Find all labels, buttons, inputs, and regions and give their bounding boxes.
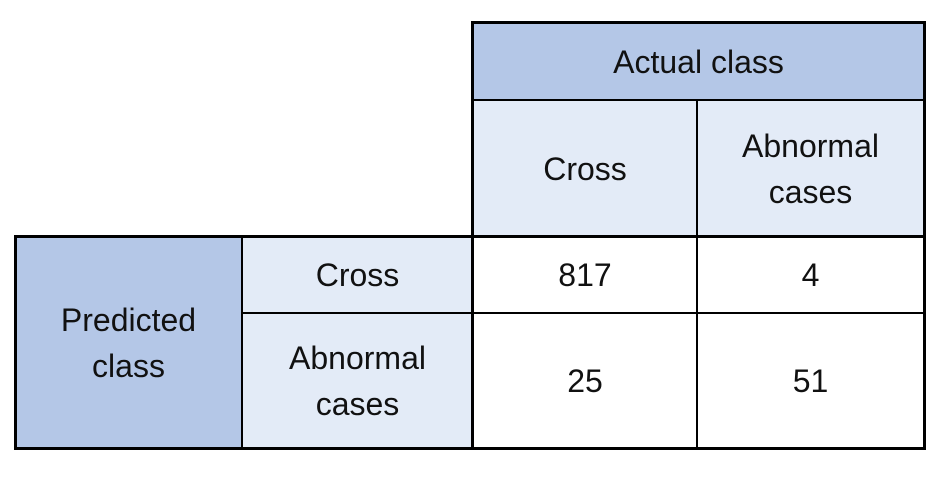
grid-line [471,99,926,101]
actual-col-abnormal: Abnormal cases [697,100,924,237]
grid-line [241,235,243,450]
value-cross-cross: 817 [473,237,697,313]
predicted-class-header: Predicted class [15,237,242,448]
grid-line [241,312,926,314]
value-abnormal-abnormal: 51 [697,313,924,448]
actual-col-cross: Cross [473,100,697,237]
grid-line [14,235,17,450]
actual-class-header: Actual class [473,23,924,100]
predicted-row-abnormal: Abnormal cases [242,313,473,448]
predicted-row-cross: Cross [242,237,473,313]
grid-line [696,99,698,450]
grid-line [14,235,926,238]
grid-line [471,21,926,24]
value-cross-abnormal: 4 [697,237,924,313]
value-abnormal-cross: 25 [473,313,697,448]
grid-line [14,447,926,450]
